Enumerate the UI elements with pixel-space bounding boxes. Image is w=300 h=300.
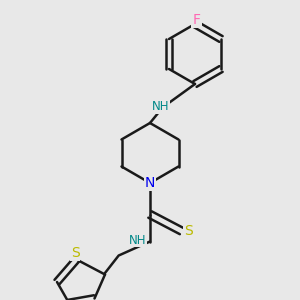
Text: NH: NH [129,233,146,247]
Text: S: S [70,246,80,260]
Text: S: S [184,224,193,238]
Text: NH: NH [152,100,169,113]
Text: F: F [193,13,200,26]
Text: N: N [145,176,155,190]
